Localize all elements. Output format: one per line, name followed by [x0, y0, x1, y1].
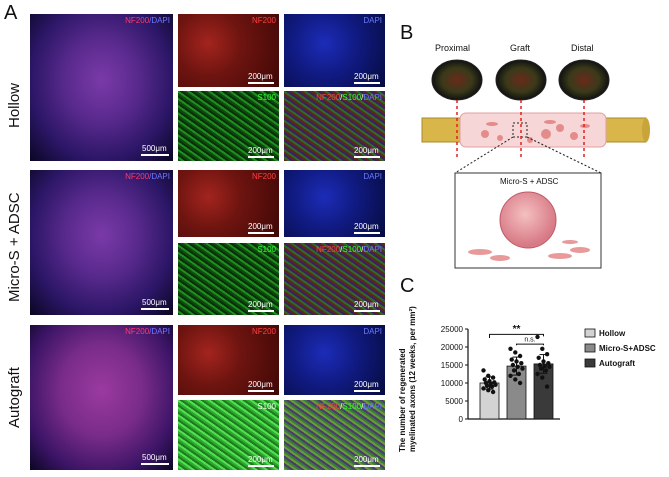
- nf200-image-hollow: NF200 200μm: [178, 14, 279, 87]
- data-point: [542, 363, 547, 369]
- legend-swatch-1: [584, 343, 596, 353]
- overview-image-autograft: NF200/DAPI 500μm: [30, 325, 173, 470]
- data-point: [538, 366, 544, 371]
- data-point: [484, 383, 490, 389]
- data-point: [541, 359, 546, 364]
- legend-swatch-2: [584, 358, 596, 368]
- data-point: [514, 359, 519, 364]
- y-tick-label: 5000: [445, 397, 463, 406]
- data-point: [486, 373, 491, 378]
- data-point: [536, 355, 541, 360]
- legend-label-1: Micro-S+ADSC: [599, 344, 656, 353]
- panel-a-letter: A: [4, 2, 18, 24]
- data-point: [490, 375, 496, 380]
- s100-image-autograft: S100 200μm: [178, 400, 279, 470]
- nf200-image-autograft: NF200 200μm: [178, 325, 279, 395]
- data-point: [540, 375, 545, 380]
- row-label-hollow: Hollow: [6, 82, 23, 128]
- label-distal: Distal: [571, 43, 594, 53]
- data-point: [544, 352, 550, 357]
- y-tick-label: 25000: [441, 325, 464, 334]
- y-tick-label: 10000: [441, 379, 464, 388]
- data-point: [481, 386, 486, 391]
- callout-title: Micro-S + ADSC: [500, 177, 559, 186]
- data-point: [519, 361, 524, 366]
- data-point: [493, 382, 498, 387]
- label-proximal: Proximal: [435, 43, 471, 53]
- bar-chart: 0 5000 10000 15000 20000 25000 **n.s. Hollow Mic…: [441, 324, 656, 424]
- data-point: [547, 364, 552, 369]
- data-point: [482, 377, 487, 382]
- dapi-image-micro-s: DAPI 200μm: [284, 170, 385, 237]
- data-point: [543, 368, 549, 373]
- overview-image-hollow: NF200/DAPI 500μm: [30, 14, 173, 161]
- section-distal: [558, 59, 610, 101]
- legend-label-2: Autograft: [599, 359, 635, 368]
- s100-image-hollow: S100 200μm: [178, 91, 279, 161]
- conduit: [459, 112, 607, 148]
- row-label-micro-s: Micro-S + ADSC: [6, 192, 23, 302]
- y-tick-label: 0: [459, 415, 464, 424]
- y-axis-label-2: myelinated axons (12 weeks, per mm²): [408, 306, 417, 452]
- data-point: [513, 350, 518, 355]
- data-point: [508, 346, 513, 351]
- y-axis-label: The number of regenerated: [398, 348, 407, 452]
- row-label-autograft: Autograft: [6, 367, 23, 428]
- data-point: [486, 388, 491, 393]
- merge-image-hollow: NF200/S100/DAPI 200μm: [284, 91, 385, 161]
- dapi-image-autograft: DAPI 200μm: [284, 325, 385, 395]
- zoom-box: [512, 122, 528, 138]
- s100-image-micro-s: S100 200μm: [178, 243, 279, 315]
- panel-b-letter: B: [400, 22, 414, 44]
- data-point: [517, 353, 523, 359]
- data-point: [535, 334, 540, 340]
- panel-c-letter: C: [400, 275, 415, 297]
- sig-bracket-1: [489, 333, 544, 338]
- legend-label-0: Hollow: [599, 329, 626, 338]
- data-point: [490, 389, 496, 395]
- dapi-image-hollow: DAPI 200μm: [284, 14, 385, 87]
- data-point: [510, 362, 516, 368]
- data-point: [535, 371, 540, 377]
- schematic-diagram: [421, 59, 650, 269]
- sig-label-1: **: [513, 324, 521, 335]
- data-point: [481, 368, 486, 373]
- overview-image-micro-s: NF200/DAPI 500μm: [30, 170, 173, 315]
- label-graft: Graft: [510, 43, 531, 53]
- data-point: [513, 377, 518, 382]
- data-point: [511, 368, 517, 373]
- sig-bracket-2: [516, 343, 544, 346]
- data-point: [520, 366, 525, 371]
- nf200-image-micro-s: NF200 200μm: [178, 170, 279, 237]
- scale-bar: [141, 154, 169, 156]
- merge-image-micro-s: NF200/S100/DAPI 200μm: [284, 243, 385, 315]
- data-point: [516, 371, 522, 377]
- legend-swatch-0: [584, 328, 596, 338]
- distal-nerve-stump: [599, 117, 647, 143]
- data-point: [509, 357, 514, 362]
- section-proximal: [431, 59, 483, 101]
- merge-image-autograft: NF200/S100/DAPI 200μm: [284, 400, 385, 470]
- microsphere: [499, 191, 557, 249]
- section-graft: [495, 59, 547, 101]
- data-point: [489, 384, 495, 389]
- data-point: [546, 361, 551, 366]
- data-point: [508, 373, 513, 378]
- data-point: [540, 346, 545, 351]
- data-point: [517, 380, 523, 386]
- data-point: [544, 384, 550, 389]
- data-point: [515, 364, 520, 369]
- data-point: [537, 362, 543, 368]
- sig-label-2: n.s.: [524, 337, 535, 344]
- y-tick-label: 20000: [441, 343, 464, 352]
- y-tick-label: 15000: [441, 361, 464, 370]
